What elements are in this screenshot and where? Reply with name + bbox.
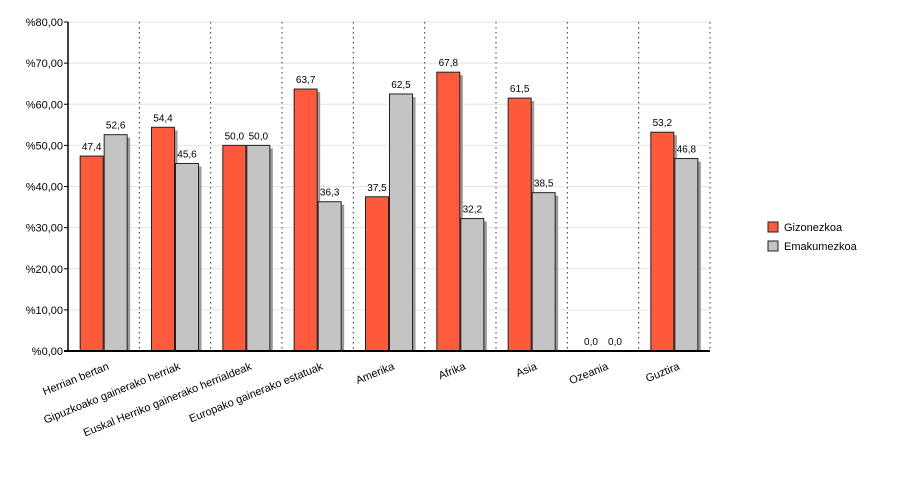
bar	[650, 131, 675, 352]
legend-label: Emakumezkoa	[784, 241, 858, 253]
data-label: 46,8	[677, 145, 697, 156]
data-label: 50,0	[249, 131, 269, 142]
bar	[175, 162, 199, 352]
bars	[79, 71, 701, 352]
y-tick-label: %10,00	[26, 305, 63, 317]
data-label: 37,5	[367, 183, 387, 194]
bar	[222, 144, 247, 352]
y-tick-label: %60,00	[26, 99, 63, 111]
bar	[507, 97, 532, 352]
bar	[460, 218, 485, 352]
bar	[436, 71, 461, 352]
bar	[389, 93, 413, 352]
bar	[531, 192, 556, 352]
y-tick-label: %30,00	[26, 223, 63, 235]
data-label: 36,3	[320, 188, 340, 199]
legend-swatch	[767, 221, 779, 233]
y-tick-label: %70,00	[26, 58, 63, 70]
legend: Gizonezkoa Emakumezkoa	[767, 221, 858, 253]
y-tick-label: %0,00	[32, 346, 63, 358]
category-label: Guztira	[644, 360, 682, 385]
category-label: Asia	[514, 360, 539, 379]
y-tick-label: %50,00	[26, 140, 63, 152]
data-label: 61,5	[510, 84, 530, 95]
data-label: 54,4	[153, 113, 173, 124]
data-label: 0,0	[608, 337, 622, 348]
data-label: 63,7	[296, 75, 316, 86]
category-label: Ozeania	[568, 360, 611, 387]
bar	[246, 144, 271, 352]
bar	[365, 196, 389, 352]
y-tick-label: %40,00	[26, 182, 63, 194]
data-label: 32,2	[463, 205, 483, 216]
y-tick-label: %80,00	[26, 17, 63, 29]
data-label: 47,4	[82, 142, 102, 153]
category-label: Afrika	[437, 360, 468, 382]
legend-swatch	[767, 240, 779, 252]
data-label: 62,5	[391, 80, 411, 91]
data-label: 67,8	[439, 58, 459, 69]
data-label: 0,0	[584, 337, 598, 348]
bar	[103, 134, 128, 352]
bar	[293, 88, 318, 352]
y-tick-label: %20,00	[26, 264, 63, 276]
bar	[674, 158, 699, 352]
data-label: 38,5	[534, 179, 554, 190]
bar	[151, 126, 175, 352]
bar	[79, 155, 104, 352]
data-labels: 47,4 52,6 54,4 45,6 50,0 50,0 63,7 36,3 37,5 62,5…	[82, 58, 697, 348]
data-label: 50,0	[225, 131, 245, 142]
legend-label: Gizonezkoa	[784, 222, 843, 234]
y-tick-labels: %0,00 %10,00 %20,00 %30,00 %40,00 %50,00 %60,0…	[26, 17, 63, 358]
axes	[64, 21, 710, 352]
category-label: Europako gainerako estatuak	[188, 360, 326, 425]
data-label: 53,2	[653, 118, 673, 129]
bar	[317, 201, 342, 352]
category-label: Amerika	[354, 360, 397, 387]
data-label: 45,6	[177, 149, 197, 160]
data-label: 52,6	[106, 121, 126, 132]
